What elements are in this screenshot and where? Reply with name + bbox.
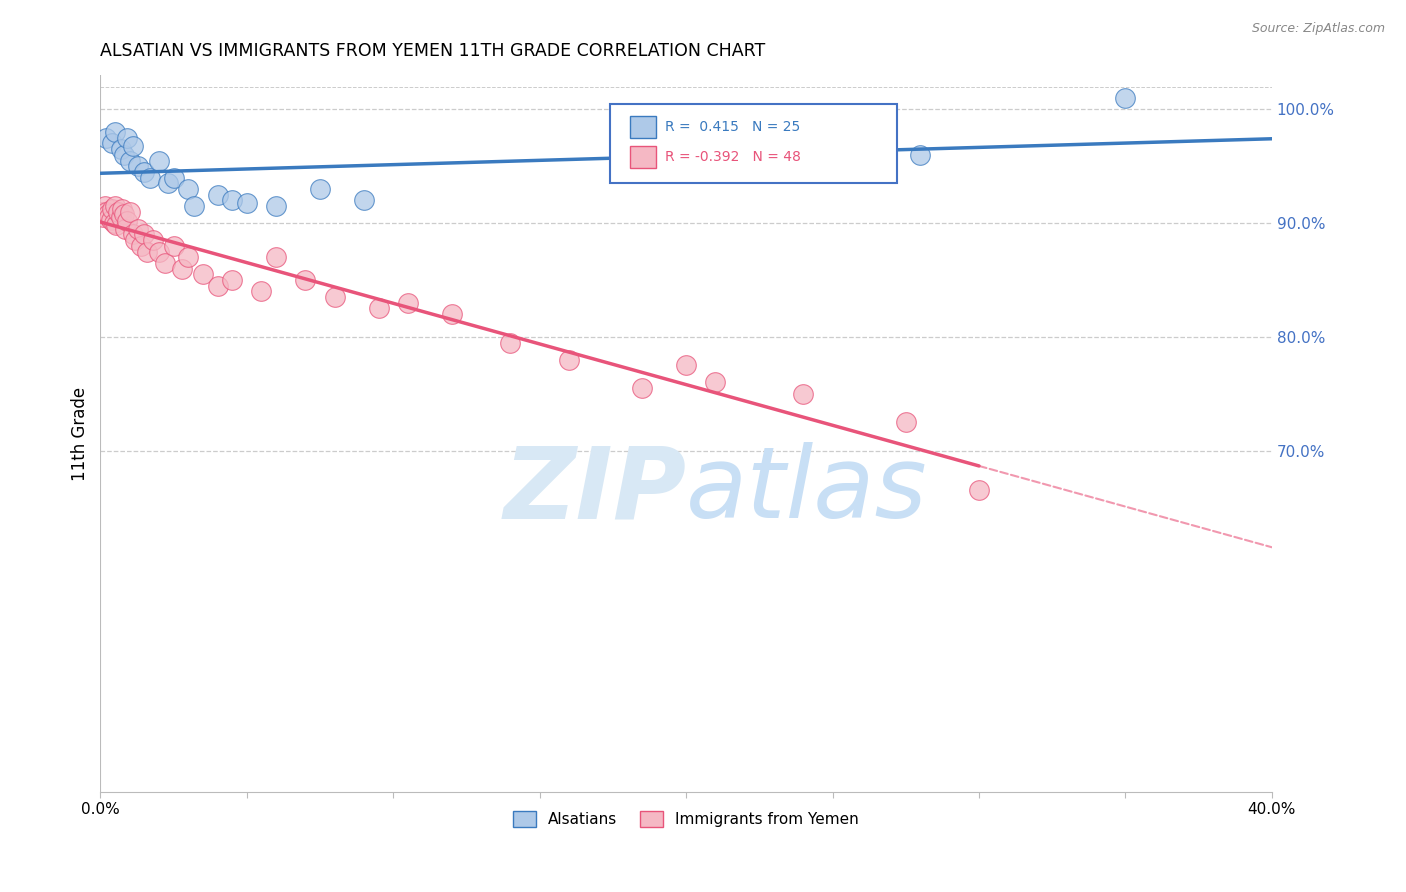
Point bbox=[97, 207, 120, 221]
Point bbox=[118, 153, 141, 168]
Point bbox=[134, 165, 156, 179]
Point bbox=[172, 261, 194, 276]
Point bbox=[121, 138, 143, 153]
Point bbox=[910, 148, 932, 162]
Point bbox=[127, 159, 149, 173]
Point bbox=[105, 219, 128, 233]
Point bbox=[191, 268, 214, 282]
Y-axis label: 11th Grade: 11th Grade bbox=[72, 386, 89, 481]
Text: ZIP: ZIP bbox=[503, 442, 686, 540]
Point bbox=[104, 125, 127, 139]
Point bbox=[353, 194, 375, 208]
Point bbox=[90, 204, 112, 219]
Point bbox=[107, 204, 129, 219]
Point bbox=[894, 415, 917, 429]
Point bbox=[616, 165, 638, 179]
Point bbox=[96, 204, 118, 219]
Point bbox=[104, 199, 127, 213]
Point bbox=[207, 278, 229, 293]
Point bbox=[294, 273, 316, 287]
Point bbox=[367, 301, 389, 316]
Point bbox=[631, 381, 654, 395]
Text: R = -0.392   N = 48: R = -0.392 N = 48 bbox=[665, 150, 801, 164]
Point bbox=[236, 195, 259, 210]
Point bbox=[156, 176, 179, 190]
Point bbox=[96, 130, 118, 145]
Point bbox=[207, 187, 229, 202]
Point bbox=[134, 227, 156, 242]
Point bbox=[264, 250, 287, 264]
Text: R =  0.415   N = 25: R = 0.415 N = 25 bbox=[665, 120, 800, 134]
Point bbox=[98, 211, 121, 225]
Point bbox=[118, 204, 141, 219]
Point bbox=[139, 170, 162, 185]
Point bbox=[131, 239, 153, 253]
Point bbox=[396, 295, 419, 310]
Point bbox=[162, 170, 184, 185]
Point bbox=[264, 199, 287, 213]
Bar bbox=[630, 146, 655, 168]
Point bbox=[127, 221, 149, 235]
Point bbox=[183, 199, 205, 213]
Point bbox=[250, 285, 273, 299]
Point bbox=[309, 182, 332, 196]
Point bbox=[110, 211, 132, 225]
Point bbox=[103, 216, 125, 230]
Point bbox=[112, 148, 135, 162]
Point bbox=[148, 244, 170, 259]
Point bbox=[1114, 91, 1136, 105]
Point bbox=[115, 214, 138, 228]
Text: ALSATIAN VS IMMIGRANTS FROM YEMEN 11TH GRADE CORRELATION CHART: ALSATIAN VS IMMIGRANTS FROM YEMEN 11TH G… bbox=[100, 42, 766, 60]
Point bbox=[704, 376, 727, 390]
Point bbox=[792, 386, 814, 401]
Point bbox=[93, 199, 115, 213]
Point bbox=[440, 307, 463, 321]
Point bbox=[136, 244, 159, 259]
Point bbox=[114, 221, 136, 235]
Point bbox=[177, 182, 200, 196]
Point bbox=[110, 142, 132, 156]
Point bbox=[177, 250, 200, 264]
Point bbox=[91, 211, 114, 225]
Point bbox=[142, 233, 165, 247]
Point bbox=[221, 194, 243, 208]
Bar bbox=[630, 116, 655, 137]
Point bbox=[112, 207, 135, 221]
Point bbox=[675, 359, 697, 373]
Point bbox=[558, 352, 581, 367]
Text: atlas: atlas bbox=[686, 442, 928, 540]
Legend: Alsatians, Immigrants from Yemen: Alsatians, Immigrants from Yemen bbox=[505, 803, 868, 835]
Point bbox=[221, 273, 243, 287]
Point bbox=[124, 233, 146, 247]
Point bbox=[111, 202, 134, 217]
Point bbox=[162, 239, 184, 253]
Text: Source: ZipAtlas.com: Source: ZipAtlas.com bbox=[1251, 22, 1385, 36]
Point bbox=[148, 153, 170, 168]
Point bbox=[499, 335, 522, 350]
Point bbox=[115, 130, 138, 145]
Point bbox=[323, 290, 346, 304]
Point bbox=[153, 256, 176, 270]
Point bbox=[100, 212, 122, 227]
Point bbox=[101, 136, 124, 151]
Point bbox=[101, 202, 124, 217]
Point bbox=[121, 227, 143, 242]
Point bbox=[967, 483, 990, 498]
FancyBboxPatch shape bbox=[610, 103, 897, 183]
